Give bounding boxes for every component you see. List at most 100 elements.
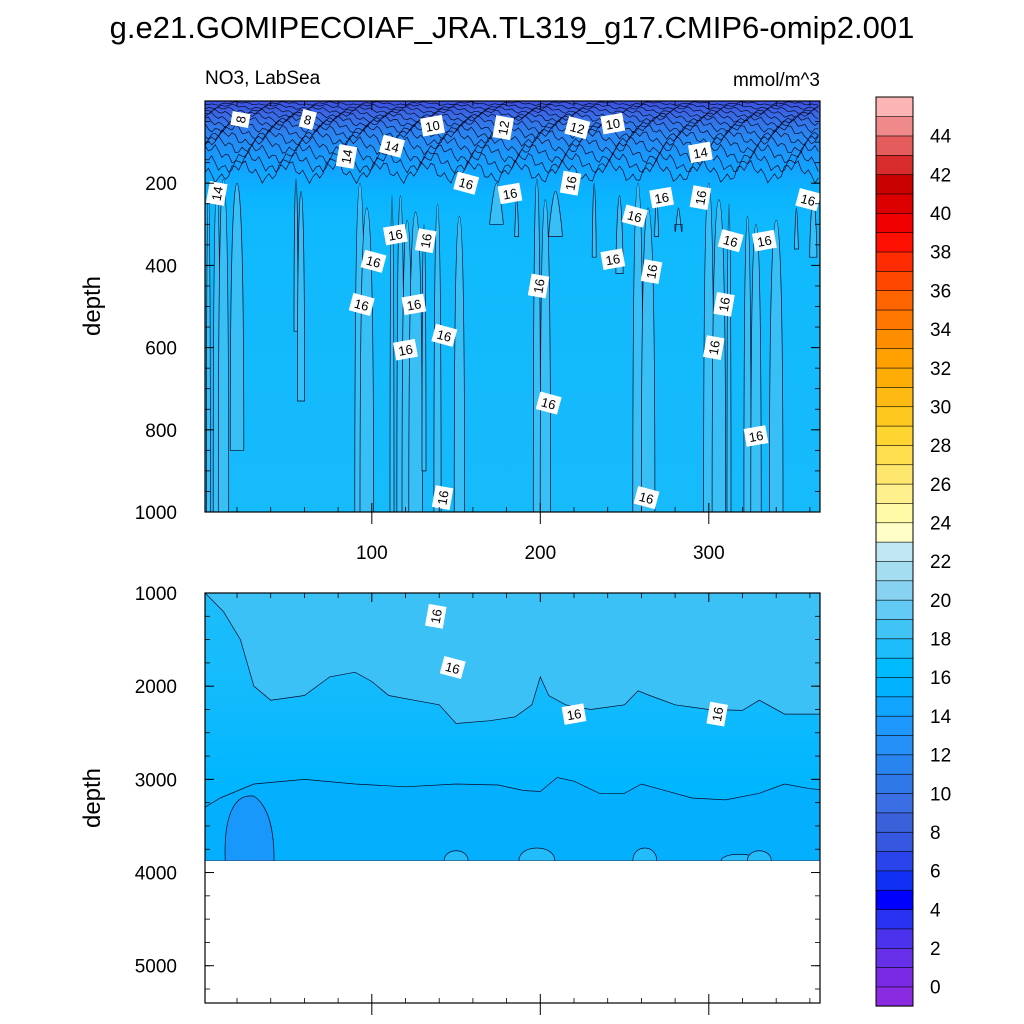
- colorbar: 0246810121416182022242628303234363840424…: [875, 96, 952, 1007]
- contour-label-box: [431, 485, 454, 510]
- colorbar-swatch: [875, 290, 914, 311]
- y-tick-label: 600: [145, 339, 177, 360]
- contour-label-box: [298, 108, 317, 131]
- contour-16-streak: [217, 178, 230, 512]
- contour-16-streak: [229, 182, 245, 451]
- lower-frame: [204, 592, 821, 1004]
- contour-label-box: [600, 112, 626, 135]
- contour-label-text: 14: [209, 185, 226, 202]
- contour-label: 8: [298, 108, 317, 131]
- contour-label: 16: [713, 292, 735, 317]
- contour-label: 16: [706, 701, 728, 727]
- contour-16-streak: [206, 191, 211, 512]
- contour-label-text: 16: [406, 296, 423, 313]
- contour-label-text: 16: [540, 394, 558, 412]
- contour-16-streak: [726, 203, 732, 512]
- contour-label: 16: [425, 603, 447, 629]
- contour-band-15: [205, 777, 820, 862]
- contour-16-streak: [674, 207, 683, 233]
- units-label: mmol/m^3: [733, 70, 820, 91]
- contour-label-text: 16: [722, 232, 740, 250]
- lower-contour-bands: [205, 593, 820, 862]
- contour-label: 8: [230, 111, 251, 128]
- colorbar-swatch: [875, 599, 914, 620]
- contour-label: 14: [379, 134, 405, 158]
- contour-label: 16: [795, 188, 822, 212]
- contour-blob: [224, 795, 275, 862]
- contour-label-box: [230, 111, 251, 128]
- contour-label-text: 16: [756, 233, 773, 250]
- colorbar-swatch: [875, 870, 914, 891]
- contour-label: 16: [640, 259, 663, 284]
- contour-label-text: 16: [434, 489, 451, 506]
- colorbar-swatch: [875, 676, 914, 698]
- contour-label: 16: [703, 335, 725, 360]
- colorbar-swatch: [875, 502, 914, 524]
- contour-label: 16: [743, 425, 769, 447]
- contour-label-box: [713, 292, 735, 317]
- colorbar-swatch: [875, 367, 914, 388]
- colorbar-swatch: [875, 232, 914, 253]
- colorbar-swatch: [875, 715, 914, 736]
- contour-label-text: 14: [692, 144, 709, 161]
- colorbar-swatch: [875, 889, 914, 910]
- lower-contour-labels: 16 16 16 16: [425, 603, 728, 727]
- contour-16-streak: [421, 223, 427, 472]
- colorbar-swatch: [875, 135, 914, 156]
- contour-label-text: 12: [495, 119, 512, 136]
- contour-label: 16: [752, 229, 777, 252]
- contour-label-text: 16: [706, 339, 723, 356]
- x-tick-label: 300: [693, 543, 725, 564]
- colorbar-swatch: [875, 406, 914, 427]
- contour-label-box: [527, 273, 550, 299]
- colorbar-swatch: [875, 831, 914, 852]
- contour-band-16: [205, 593, 820, 724]
- colorbar-swatch: [875, 251, 914, 272]
- contour-label-text: 12: [568, 119, 586, 137]
- contour-label: 16: [633, 486, 660, 510]
- contour-label-text: 16: [626, 207, 644, 225]
- contour-label-box: [453, 171, 480, 195]
- contour-label-box: [600, 248, 626, 270]
- contour-label: 16: [439, 655, 466, 680]
- contour-label: 16: [360, 249, 387, 273]
- colorbar-swatch: [875, 638, 914, 659]
- colorbar-label: 38: [930, 243, 951, 264]
- contour-label-box: [706, 701, 728, 727]
- contour-label: 16: [348, 292, 375, 316]
- contour-label: 16: [600, 248, 626, 270]
- contour-label-box: [795, 188, 822, 212]
- colorbar-label: 28: [930, 436, 951, 457]
- contour-label-text: 8: [302, 112, 313, 128]
- y-tick-label: 1000: [135, 584, 177, 605]
- contour-label-box: [401, 293, 427, 316]
- figure-title: g.e21.GOMIPECOIAF_JRA.TL319_g17.CMIP6-om…: [110, 10, 915, 45]
- colorbar-label: 12: [930, 746, 951, 767]
- contour-label-text: 16: [716, 296, 733, 313]
- contour-bump: [443, 850, 469, 862]
- lower-panel: 16 16 16 16 1000 2000 3000 4000 5000 depth: [79, 584, 821, 1015]
- colorbar-swatch: [875, 116, 914, 137]
- upper-y-axis-label: depth: [79, 276, 106, 336]
- contour-label-text: 10: [424, 118, 441, 135]
- contour-label: 16: [649, 186, 674, 209]
- contour-label: 16: [527, 273, 550, 299]
- contour-label-text: 16: [435, 327, 453, 345]
- region-label: NO3, LabSea: [205, 68, 321, 89]
- contour-label: 12: [564, 116, 591, 140]
- contour-label: 14: [206, 181, 228, 206]
- colorbar-swatch: [875, 309, 914, 330]
- colorbar-label: 30: [930, 397, 951, 418]
- colorbar-swatch: [875, 522, 914, 543]
- contour-bump: [746, 850, 772, 862]
- colorbar-label: 40: [930, 204, 951, 225]
- y-tick-label: 4000: [135, 864, 177, 885]
- contour-label-box: [420, 114, 445, 137]
- colorbar-swatch: [875, 444, 914, 466]
- contour-16-streak: [297, 191, 305, 402]
- contour-label: 16: [431, 485, 454, 510]
- colorbar-swatch: [875, 928, 914, 949]
- colorbar-swatch: [875, 174, 914, 195]
- contour-label-box: [689, 185, 712, 210]
- colorbar-swatch: [875, 483, 914, 504]
